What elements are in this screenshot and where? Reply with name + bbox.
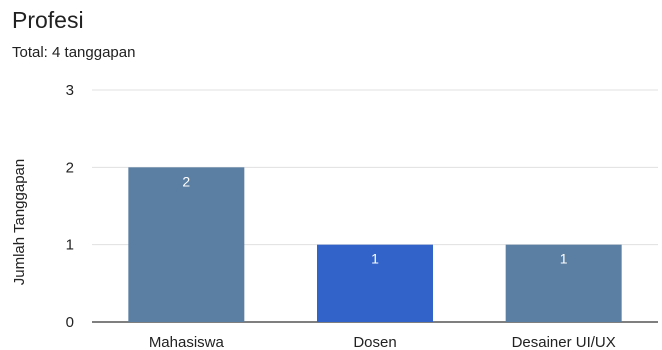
y-axis-title: Jumlah Tanggapan	[11, 159, 28, 286]
chart-title: Profesi	[12, 7, 84, 33]
bar-mahasiswa[interactable]	[128, 167, 245, 322]
data-label: 1	[371, 251, 379, 267]
y-tick-label: 1	[66, 237, 74, 254]
bar-desainer-ui-ux[interactable]	[505, 244, 622, 322]
y-tick-label: 2	[66, 159, 74, 176]
y-axis-ticks: 0 1 2 3	[66, 82, 74, 331]
bars: 2 1 1	[128, 167, 622, 322]
data-label: 1	[560, 251, 568, 267]
x-axis-categories: Mahasiswa Dosen Desainer UI/UX	[149, 334, 616, 350]
x-category-label: Desainer UI/UX	[512, 334, 616, 350]
bar-dosen[interactable]	[317, 244, 433, 322]
x-category-label: Mahasiswa	[149, 334, 225, 350]
y-tick-label: 3	[66, 82, 74, 99]
data-label: 2	[182, 173, 190, 189]
y-tick-label: 0	[66, 314, 74, 331]
x-category-label: Dosen	[353, 334, 396, 350]
chart-subtitle: Total: 4 tanggapan	[12, 44, 136, 61]
